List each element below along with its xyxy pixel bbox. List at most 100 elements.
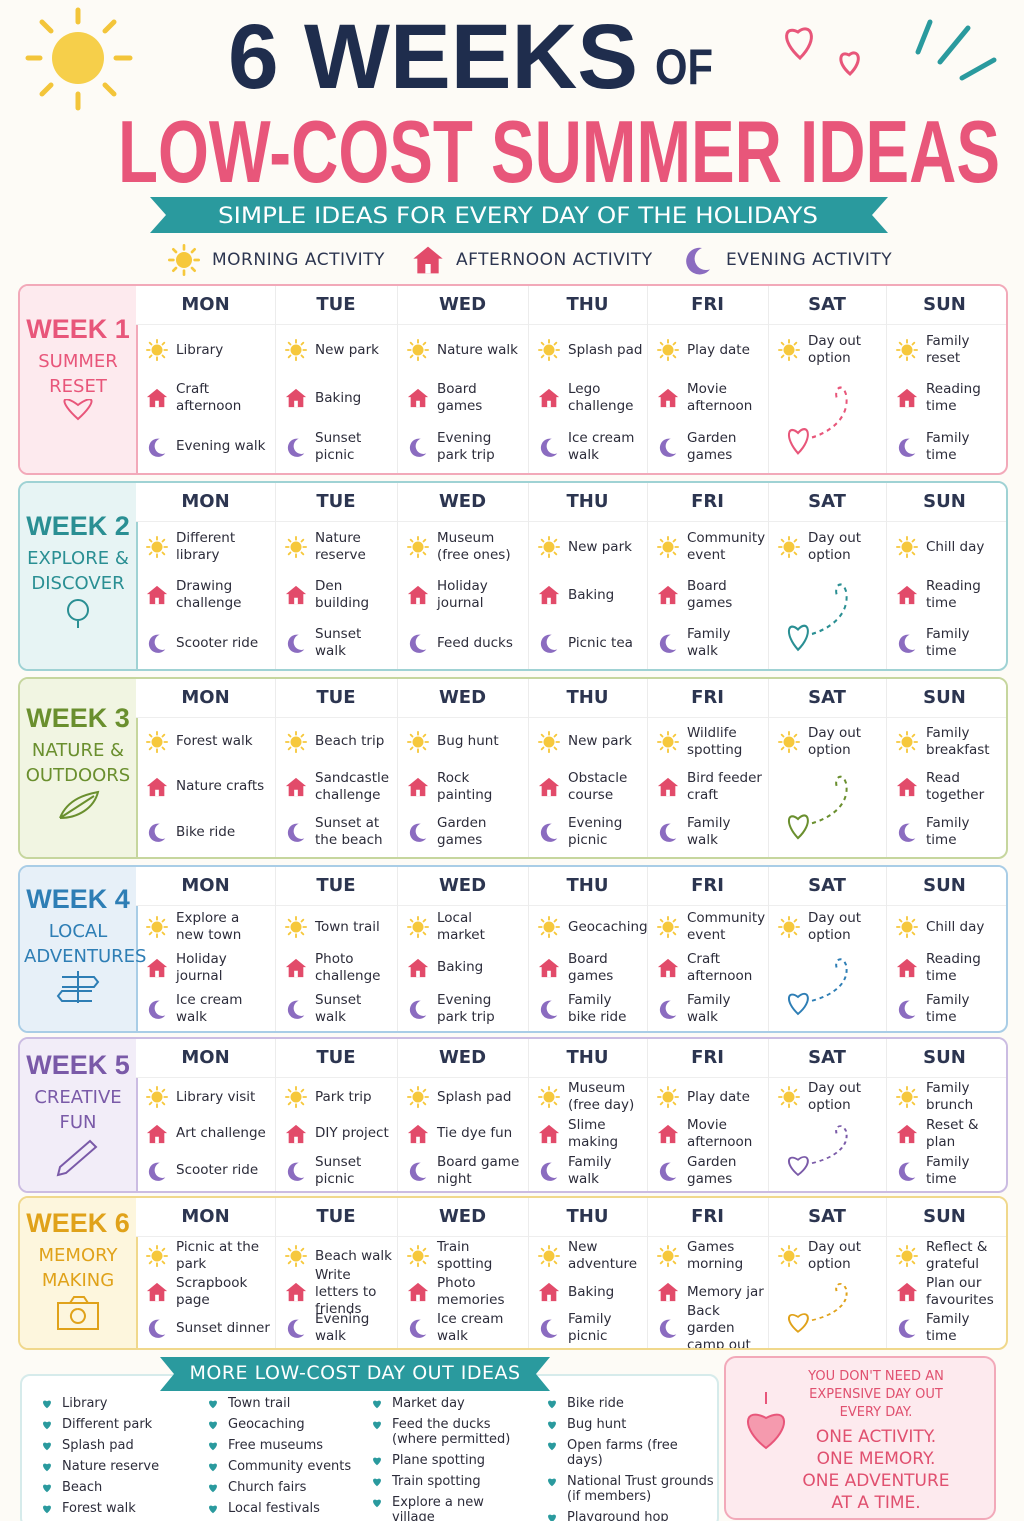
day-label: THU <box>566 875 609 896</box>
house-icon <box>285 1281 307 1303</box>
activity: DIY project <box>285 1116 393 1153</box>
week-theme: SUMMER RESET <box>38 351 118 397</box>
house-icon <box>412 244 444 276</box>
moon-icon <box>146 821 168 843</box>
sun-icon <box>778 1245 800 1267</box>
sun-icon <box>896 339 918 362</box>
heart-doodle <box>784 948 864 1027</box>
activity-text: Evening picnic <box>568 815 623 849</box>
sun-glyph <box>778 1245 800 1267</box>
moon-glyph <box>540 1162 558 1181</box>
activity-text: Wildlife spotting <box>687 724 743 758</box>
activity-text: Reading time <box>926 950 981 984</box>
idea-item: Market day <box>370 1396 528 1411</box>
heart-doodle-glyph <box>788 583 848 652</box>
idea-item: National Trust grounds (if members) <box>545 1474 715 1504</box>
heart-doodle-glyph <box>788 1283 848 1333</box>
bullet-icon <box>545 1396 559 1410</box>
column-divider <box>528 679 529 857</box>
moon-glyph <box>898 438 916 457</box>
activity: Plan our favourites <box>896 1274 999 1310</box>
activity: Obstacle course <box>538 764 643 809</box>
house-glyph <box>285 585 307 605</box>
moon-icon <box>896 632 918 654</box>
idea-item: Different park <box>40 1417 198 1432</box>
sun-glyph <box>168 244 200 276</box>
bullet-icon <box>40 1396 54 1410</box>
bullet-icon <box>40 1480 54 1494</box>
idea-column: Bike ride Bug hunt Open farms (free days) N… <box>545 1396 715 1521</box>
week-label: WEEK 6 <box>26 1207 130 1238</box>
activity-text: Bug hunt <box>437 733 499 750</box>
column-divider <box>886 1039 887 1191</box>
sun-icon <box>778 339 800 362</box>
sun-glyph <box>778 730 800 753</box>
moon-glyph <box>540 823 558 843</box>
activity-text: Bird feeder craft <box>687 769 762 803</box>
bullet-glyph <box>548 1478 556 1487</box>
sun-icon <box>285 730 307 753</box>
activity: Family time <box>896 1310 999 1346</box>
column-divider <box>528 483 529 669</box>
moon-glyph <box>148 1319 166 1338</box>
activity-text: Family breakfast <box>926 724 990 758</box>
activity-text: Drawing challenge <box>176 578 242 611</box>
activity: Family reset <box>896 326 999 374</box>
week-icon-glyph <box>56 970 100 1003</box>
activity: Family walk <box>538 1152 643 1189</box>
activity-text: Board games <box>568 950 614 984</box>
activity: Craft afternoon <box>657 948 764 989</box>
moon-glyph <box>409 1162 427 1181</box>
moon-icon <box>657 632 679 654</box>
activity: Board games <box>407 374 524 422</box>
idea-item: Explore a new village <box>370 1495 528 1521</box>
column-divider <box>647 867 648 1031</box>
day-label: SUN <box>923 491 966 512</box>
activity: Back garden camp out <box>657 1303 764 1348</box>
activity: Community event <box>657 907 765 948</box>
sun-glyph <box>285 536 307 558</box>
activity-text: Photo memories <box>437 1275 505 1308</box>
activity-text: Baking <box>568 1283 615 1300</box>
sun-glyph <box>538 1086 560 1109</box>
activity: Sunset walk <box>285 619 393 667</box>
idea-item: Church fairs <box>206 1480 364 1495</box>
idea-item: Splash pad <box>40 1438 198 1453</box>
activity-text: Day out option <box>808 910 862 944</box>
bullet-icon <box>40 1501 54 1515</box>
activity: Ice cream walk <box>538 423 643 471</box>
bullet-glyph <box>548 1442 556 1451</box>
bullet-glyph <box>209 1484 217 1493</box>
moon-icon <box>285 1317 307 1339</box>
activity-text: Explore a new town <box>176 910 242 944</box>
day-header-band <box>136 1198 1006 1237</box>
moon-glyph <box>659 1162 677 1181</box>
activity-text: Slime making <box>568 1116 619 1150</box>
day-label: MON <box>181 491 230 512</box>
activity-text: Lego challenge <box>568 381 634 415</box>
house-glyph <box>896 1282 918 1302</box>
sun-icon <box>285 1245 307 1267</box>
sun-icon <box>146 1086 168 1109</box>
more-ideas-ribbon <box>160 1357 550 1391</box>
sun-glyph <box>146 730 168 753</box>
bullet-icon <box>545 1438 559 1452</box>
house-icon <box>896 387 918 409</box>
week-label-panel: WEEK 3 NATURE & OUTDOORS <box>20 679 138 857</box>
idea-text: Splash pad <box>62 1438 134 1453</box>
activity-text: Family time <box>926 1153 970 1187</box>
sun-icon <box>657 1086 679 1109</box>
house-icon <box>896 957 918 979</box>
bullet-glyph <box>43 1484 51 1493</box>
sun-decoration <box>25 7 133 111</box>
day-label: WED <box>438 1206 487 1227</box>
activity: Day out option <box>778 523 882 571</box>
title-of: OF <box>655 39 713 95</box>
moon-icon <box>285 998 307 1020</box>
activity: Art challenge <box>146 1116 271 1153</box>
activity: Baking <box>407 948 524 989</box>
sun-icon <box>538 730 560 753</box>
activity: Geocaching <box>538 907 648 948</box>
activity-text: Garden games <box>687 429 737 463</box>
moon-glyph <box>898 1319 916 1338</box>
